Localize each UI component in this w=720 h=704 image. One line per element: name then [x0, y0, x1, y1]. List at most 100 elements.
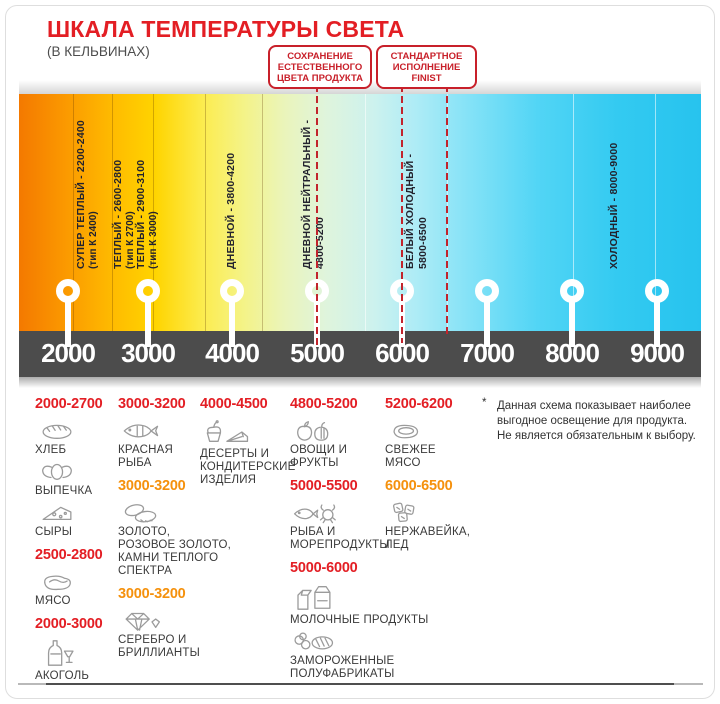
- footnote-line: Не является обязательным к выбору.: [497, 430, 696, 442]
- fruits-icon: [290, 418, 385, 442]
- category-label: СПЕКТРА: [118, 565, 172, 577]
- range-label: 2500-2800: [35, 547, 103, 563]
- category-label: МЯСО: [385, 457, 421, 469]
- zone-label-daylight-neutral: ДНЕВНОЙ НЕЙТРАЛЬНЫЙ - 4800-5200: [301, 120, 327, 269]
- category-item-desserts: ДЕСЕРТЫ И КОНДИТЕРСКИЕ ИЗДЕЛИЯ: [200, 418, 295, 487]
- zone-label-text: ХОЛОДНЫЙ - 8000-9000: [608, 142, 620, 269]
- zone-label-text: ТЕПЛЫЙ - 2900-3100: [135, 159, 147, 269]
- dairy-icon: [290, 582, 385, 612]
- note-asterisk: *: [482, 397, 487, 409]
- category-label: МЯСО: [35, 595, 71, 607]
- scale-marker-stem: [569, 300, 575, 347]
- category-label: БРИЛЛИАНТЫ: [118, 647, 201, 659]
- category-label: СВЕЖЕЕ: [385, 444, 436, 456]
- zone-label-super-warm: СУПЕР ТЕПЛЫЙ - 2200-2400 (тип К 2400): [75, 120, 100, 269]
- ice-icon: [385, 500, 475, 524]
- zone-label-text: СУПЕР ТЕПЛЫЙ - 2200-2400: [75, 120, 87, 269]
- page-subtitle: (В КЕЛЬВИНАХ): [47, 44, 150, 59]
- scale-bar-shadow: [19, 377, 701, 388]
- scale-marker: [56, 279, 80, 303]
- category-label: ЛЕД: [385, 539, 409, 551]
- category-item-alcohol: АКОГОЛЬ: [35, 638, 115, 683]
- zone-divider: [262, 94, 263, 331]
- footnote: Данная схема показывает наиболее выгодно…: [497, 399, 709, 444]
- category-item-pastry: ВЫПЕЧКА: [35, 459, 115, 498]
- fresh-meat-icon: [385, 418, 475, 442]
- range-label: 2000-2700: [35, 396, 103, 412]
- range-label: 4000-4500: [200, 396, 268, 412]
- zone-label-cold: ХОЛОДНЫЙ - 8000-9000: [608, 143, 621, 269]
- zone-divider: [573, 94, 574, 331]
- footnote-line: Данная схема показывает наиболее: [497, 400, 691, 412]
- frozen-icon: [290, 629, 385, 653]
- category-label: ОВОЩИ И: [290, 444, 348, 456]
- category-label: ПОЛУФАБРИКАТЫ: [290, 668, 395, 680]
- bottom-rule: [46, 683, 674, 685]
- range-label: 4800-5200: [290, 396, 358, 412]
- category-label: ИЗДЕЛИЯ: [200, 474, 257, 486]
- footnote-line: выгодное освещение для продукта.: [497, 415, 688, 427]
- category-item-silver: СЕРЕБРО И БРИЛЛИАНТЫ: [118, 608, 202, 660]
- category-label: КРАСНАЯ: [118, 444, 174, 456]
- category-label: СЫРЫ: [35, 526, 73, 538]
- range-label: 3000-3200: [118, 586, 186, 602]
- category-item-fruits: ОВОЩИ И ФРУКТЫ: [290, 418, 385, 470]
- category-item-bread: ХЛЕБ: [35, 418, 115, 457]
- category-item-frozen: ЗАМОРОЖЕННЫЕ ПОЛУФАБРИКАТЫ: [290, 629, 395, 681]
- category-label: РОЗОВОЕ ЗОЛОТО,: [118, 539, 231, 551]
- zone-divider: [655, 94, 656, 331]
- category-column-3: 4000-4500 ДЕСЕРТЫ И КОНДИТЕРСКИЕ ИЗДЕЛИЯ: [200, 396, 295, 489]
- callout-natural-color: СОХРАНЕНИЕ ЕСТЕСТВЕННОГО ЦВЕТА ПРОДУКТА: [268, 45, 372, 89]
- seafood-icon: [290, 500, 385, 524]
- category-label: НЕРЖАВЕЙКА,: [385, 526, 471, 538]
- guide-dashed-line: [316, 85, 318, 347]
- category-column-5: 5200-6200 СВЕЖЕЕ МЯСО 6000-6500 НЕРЖАВЕЙ…: [385, 396, 475, 554]
- zone-divider: [73, 94, 74, 331]
- category-label: РЫБА И: [290, 526, 336, 538]
- range-label: 3000-3200: [118, 396, 186, 412]
- zone-label-text: ДНЕВНОЙ - 3800-4200: [225, 152, 237, 269]
- zone-label-daylight: ДНЕВНОЙ - 3800-4200: [225, 153, 238, 269]
- zone-label-text: ТЕПЛЫЙ - 2600-2800: [112, 159, 124, 269]
- callout-line: FINIST: [411, 72, 442, 84]
- category-label: ДЕСЕРТЫ И: [200, 448, 270, 460]
- zone-divider: [365, 94, 366, 331]
- zone-label-warm-2700: ТЕПЛЫЙ - 2600-2800 (тип К 2700): [112, 160, 137, 269]
- category-item-gold: ЗОЛОТО, РОЗОВОЕ ЗОЛОТО, КАМНИ ТЕПЛОГО СП…: [118, 500, 231, 578]
- category-item-ice: НЕРЖАВЕЙКА, ЛЕД: [385, 500, 475, 552]
- callout-line: СТАНДАРТНОЕ: [390, 50, 463, 62]
- scale-marker: [645, 279, 669, 303]
- range-label: 6000-6500: [385, 478, 453, 494]
- callout-line: СОХРАНЕНИЕ: [287, 50, 353, 62]
- category-label: КАМНИ ТЕПЛОГО: [118, 552, 219, 564]
- callout-line: ЦВЕТА ПРОДУКТА: [276, 72, 364, 84]
- zone-label-warm-3000: ТЕПЛЫЙ - 2900-3100 (тип К 3000): [135, 160, 160, 269]
- range-label: 3000-3200: [118, 478, 186, 494]
- zone-label-sub: (тип К 3000): [148, 211, 159, 269]
- category-item-cheese: СЫРЫ: [35, 500, 115, 539]
- scale-marker: [136, 279, 160, 303]
- category-label: МОРЕПРОДУКТЫ: [290, 539, 390, 551]
- kelvin-scale-bar: [19, 331, 701, 377]
- range-label: 5200-6200: [385, 396, 453, 412]
- category-label: ЗАМОРОЖЕННЫЕ: [290, 655, 395, 667]
- scale-marker-stem: [65, 300, 71, 347]
- diamond-icon: [118, 608, 202, 632]
- callout-line: ЕСТЕСТВЕННОГО: [277, 61, 363, 73]
- category-label: ФРУКТЫ: [290, 457, 339, 469]
- red-fish-icon: [118, 418, 202, 442]
- gold-rings-icon: [118, 500, 202, 524]
- category-column-1: 2000-2700 ХЛЕБ ВЫПЕЧКА СЫРЫ 2500-2800 МЯ…: [35, 396, 115, 685]
- guide-dashed-line: [401, 85, 403, 343]
- zone-divider: [205, 94, 206, 331]
- alcohol-icon: [35, 638, 115, 668]
- scale-marker: [220, 279, 244, 303]
- zone-label-text: ДНЕВНОЙ НЕЙТРАЛЬНЫЙ -: [301, 119, 313, 269]
- bread-icon: [35, 418, 115, 442]
- guide-dashed-line: [446, 85, 448, 337]
- zone-label-text: БЕЛЫЙ ХОЛОДНЫЙ -: [404, 153, 416, 269]
- callout-line: ИСПОЛНЕНИЕ: [392, 61, 461, 73]
- scale-marker: [475, 279, 499, 303]
- category-item-meat: МЯСО: [35, 569, 115, 608]
